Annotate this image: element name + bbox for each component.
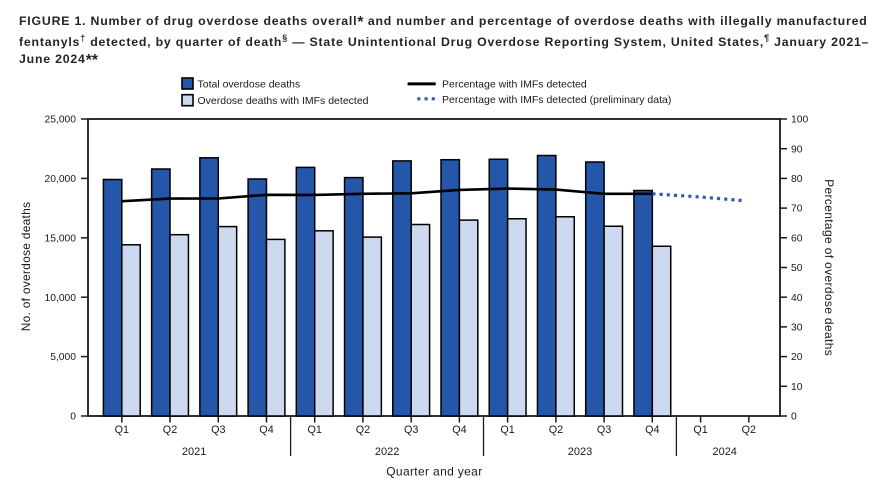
svg-text:Q2: Q2 [549, 424, 563, 436]
svg-text:0: 0 [70, 412, 76, 423]
svg-text:40: 40 [791, 293, 803, 304]
svg-text:10,000: 10,000 [45, 293, 77, 304]
svg-text:Q1: Q1 [115, 424, 129, 436]
svg-text:Q4: Q4 [452, 424, 466, 436]
svg-text:50: 50 [791, 263, 803, 274]
svg-text:Percentage of overdose deaths: Percentage of overdose deaths [822, 179, 836, 356]
svg-text:30: 30 [791, 323, 803, 334]
svg-text:Q4: Q4 [259, 424, 273, 436]
svg-text:90: 90 [791, 144, 803, 155]
svg-text:Percentage with IMFs detected: Percentage with IMFs detected (prelimina… [442, 94, 671, 106]
svg-text:Q1: Q1 [500, 424, 514, 436]
svg-text:2021: 2021 [182, 446, 206, 458]
svg-text:Q3: Q3 [404, 424, 418, 436]
svg-text:Q2: Q2 [356, 424, 370, 436]
svg-text:Q3: Q3 [211, 424, 225, 436]
svg-text:Q1: Q1 [693, 424, 707, 436]
svg-text:25,000: 25,000 [45, 115, 77, 126]
svg-text:Q4: Q4 [645, 424, 659, 436]
svg-text:Q2: Q2 [742, 424, 756, 436]
svg-text:2023: 2023 [568, 446, 592, 458]
svg-text:Total overdose deaths: Total overdose deaths [198, 78, 301, 90]
svg-text:Q3: Q3 [597, 424, 611, 436]
svg-text:0: 0 [791, 412, 797, 423]
svg-text:2022: 2022 [375, 446, 399, 458]
svg-text:Percentage with IMFs detected: Percentage with IMFs detected [442, 78, 587, 90]
svg-text:5,000: 5,000 [50, 352, 76, 363]
svg-text:20: 20 [791, 352, 803, 363]
svg-text:70: 70 [791, 204, 803, 215]
svg-text:100: 100 [791, 115, 808, 126]
svg-text:20,000: 20,000 [45, 174, 77, 185]
svg-text:Overdose deaths with IMFs dete: Overdose deaths with IMFs detected [198, 95, 369, 107]
svg-text:80: 80 [791, 174, 803, 185]
svg-text:Q1: Q1 [307, 424, 321, 436]
svg-text:Quarter and year: Quarter and year [386, 464, 482, 478]
svg-text:2024: 2024 [712, 446, 736, 458]
svg-text:No. of overdose deaths: No. of overdose deaths [19, 202, 33, 332]
svg-text:10: 10 [791, 382, 803, 393]
svg-text:Q2: Q2 [163, 424, 177, 436]
svg-text:15,000: 15,000 [45, 233, 77, 244]
svg-text:60: 60 [791, 233, 803, 244]
